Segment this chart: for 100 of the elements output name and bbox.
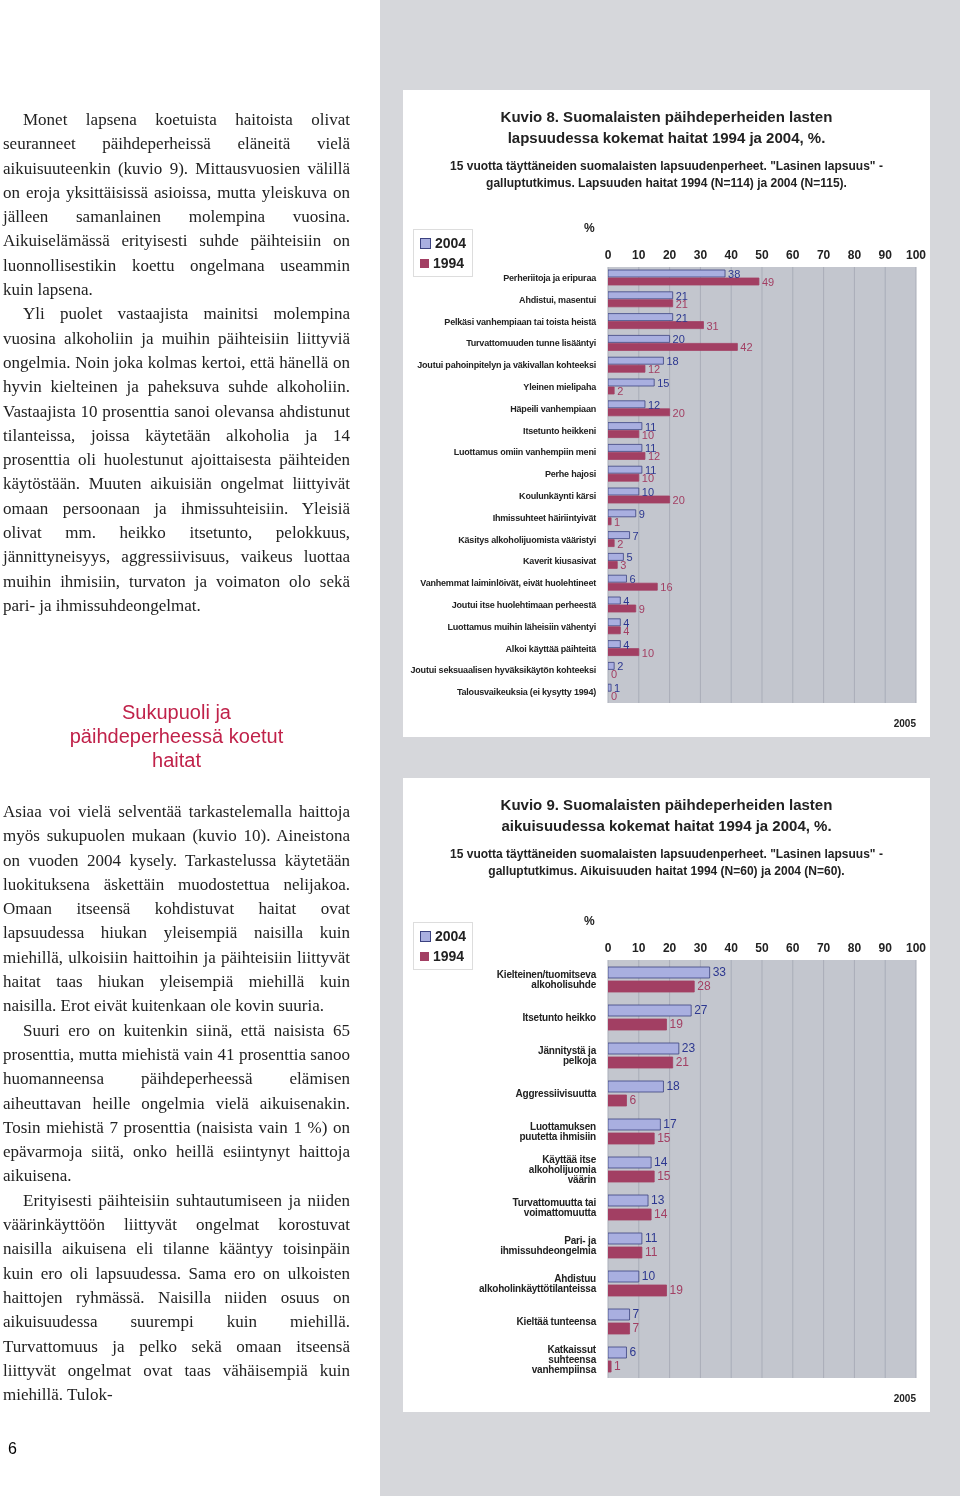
data-label: 17	[663, 1117, 678, 1131]
data-label: 19	[669, 1283, 684, 1297]
data-label: 7	[632, 1307, 640, 1321]
data-label: 2	[617, 537, 624, 550]
bar	[608, 1308, 630, 1321]
bar	[608, 291, 674, 300]
data-label: 13	[651, 1193, 665, 1207]
data-label: 28	[697, 979, 711, 993]
bar	[608, 531, 630, 539]
bar	[608, 648, 640, 656]
text: 2005	[893, 1393, 916, 1404]
text: Monet lapsena koetuista haitoista olivat seuranneet päihdeperheissä eläneitä vielä aikuisuuteenkin (kuvio 9). Mittausvuosien välillä on eroja yksittäisissä asioissa, mutta yleiskuva on jälleen samanlainen molempina vuosina. Aikuiselämässä erityisesti suhde päihteisiin on luonnollisestikin koettu ongelmana useammin kuin lapsena.	[3, 109, 350, 302]
bar	[608, 335, 670, 343]
x-tick-label: 30	[693, 941, 708, 955]
bar	[608, 452, 646, 460]
x-tick-label: 70	[816, 248, 831, 262]
x-tick-label: 100	[905, 248, 927, 262]
bar	[608, 596, 621, 605]
bar	[608, 574, 627, 583]
bar	[608, 473, 640, 482]
bar	[608, 422, 643, 430]
x-tick-label: 20	[662, 941, 677, 955]
x-tick-label: 20	[662, 248, 677, 262]
y-tick-label: Joutui pahoinpitelyn ja väkivallan kohteeksi	[417, 360, 596, 371]
legend-label: 1994	[433, 947, 465, 966]
x-tick-label: 30	[693, 248, 708, 262]
y-tick-label: Aggressiivisuutta	[515, 1087, 597, 1099]
x-tick-label: 90	[878, 941, 893, 955]
bar	[608, 356, 664, 365]
bar	[608, 1056, 674, 1069]
y-tick-label: Turvattomuutta tai voimattomuutta	[512, 1196, 597, 1218]
bar	[608, 980, 695, 993]
y-tick-label: Joutui itse huolehtimaan perheestä	[451, 599, 598, 610]
data-label: 4	[623, 594, 630, 607]
data-label: 12	[647, 363, 661, 376]
data-label: 42	[740, 341, 753, 354]
bar	[608, 1132, 655, 1145]
data-label: 18	[666, 355, 679, 368]
x-tick-label: 40	[724, 248, 739, 262]
data-label: 27	[694, 1003, 708, 1017]
chart-title: Kuvio 8. Suomalaisten päihdeperheiden lasten lapsuudessa kokemat haitat 1994 ja 2004, %.	[499, 107, 834, 148]
y-tick-label: Koulunkäynti kärsi	[519, 490, 596, 501]
bar	[608, 1156, 652, 1169]
bar	[608, 386, 615, 395]
y-tick-label: Itsetunto heikkeni	[523, 425, 596, 436]
data-label: 1	[614, 515, 621, 528]
bar	[608, 299, 674, 308]
bar	[608, 1170, 655, 1183]
y-tick-label: Häpeili vanhempiaan	[510, 403, 596, 414]
data-label: 4	[623, 638, 630, 651]
x-axis-title: %	[584, 221, 595, 235]
y-tick-label: Jännitystä ja pelkoja	[538, 1044, 597, 1066]
x-tick-label: 40	[724, 941, 739, 955]
data-label: 10	[641, 646, 655, 659]
data-label: 10	[641, 1269, 656, 1283]
data-label: 11	[644, 1245, 658, 1259]
text: Yli puolet vastaajista mainitsi molempina vuosina alkoholiin ja muihin päihteisiin liittyviä ongelmia. Noin joka kolmas kertoi, että hänellä on hyvin kielteinen ja paheksuva suhde alkoholiin. Vastaajista 10 prosenttia sanoi olevansa ahdistunut tilanteissa, joissa käytetään alkoholia ja 14 prosenttia oli huolestunut ajoittaisesta päihteiden käytöstään. Muuten aikuisiän ongelmat liittyivät omaan persoonaan ja ihmissuhteisiin. Yleisiä olivat mm. heikko itsetunto, pelokkuus, jännittyneisyys, aggressiivisuus, vaikeus luottaa muihin ihmisiin, turvaton ja voimaton olo sekä pari- ja ihmissuhdeongelmat.	[3, 304, 350, 615]
y-tick-label: Käsitys alkoholijuomista vääristyi	[458, 534, 596, 545]
bar	[608, 582, 658, 591]
y-tick-label: Ahdistui, masentui	[519, 294, 596, 305]
data-label: 14	[654, 1207, 668, 1221]
y-tick-label: Alkoi käyttää päihteitä	[505, 643, 598, 654]
chart-subtitle: 15 vuotta täyttäneiden suomalaisten lapsuudenperheet. "Lasinen lapsuus" -galluptutkimus. Aikuisuuden haitat 1994 (N=60) ja 2004 (N=60).	[449, 846, 884, 880]
data-label: 6	[629, 1345, 637, 1359]
y-tick-label: Luottamus muihin läheisiin vähentyi	[447, 621, 596, 632]
y-tick-label: Kielteinen/tuomitseva alkoholisuhde	[496, 968, 597, 990]
text: Asiaa voi vielä selventää tarkastelemalla haittoja myös sukupuolen mukaan (kuvio 10). Aineistona on vuoden 2004 kysely. Tarkastelussa käytetään luokituksena äskettäin muodostettua nelijakoa. Omaan itseensä kohdistuvat haitat ovat lapsuudessa hiukan yleisempiä naisilla kuin miehillä, ulkoisiin haittoihin ja päihteisiin liittyvät haitat taas hiukan yleisempiä miehillä kuin naisilla. Erot eivät kuitenkaan ole kovin suuria.	[3, 802, 350, 1016]
data-label: 15	[657, 376, 670, 389]
x-tick-label: 0	[604, 248, 612, 262]
bar	[608, 378, 655, 387]
x-axis-title: %	[584, 914, 595, 928]
text: 2005	[893, 718, 916, 729]
bar	[608, 517, 612, 526]
data-label: 21	[675, 1055, 690, 1069]
text: Sukupuoli ja päihdeperheessä koetut haitat	[68, 700, 285, 772]
bar	[608, 1018, 667, 1031]
data-label: 19	[669, 1017, 684, 1031]
data-label: 6	[629, 1093, 637, 1107]
chart-subtitle: 15 vuotta täyttäneiden suomalaisten lapsuudenperheet. "Lasinen lapsuus" -galluptutkimus. Lapsuuden haitat 1994 (N=114) ja 2004 (N=115).	[449, 158, 884, 192]
bar	[608, 1118, 661, 1131]
bar	[608, 343, 738, 351]
bar	[608, 1360, 612, 1373]
bar	[608, 553, 624, 561]
bar	[608, 321, 704, 329]
data-label: 9	[638, 507, 645, 520]
text: Erityisesti päihteisiin suhtautumiseen ja niiden väärinkäyttöön liittyvät ongelmat korostuvat naisilla aikuisena eli tilanne kääntyy toisinpäin kuin ero oli lapsuudessa. Sama ero on ulkoisten haittojen ryhmässä. Naisilla niiden osuus on aikuisuudessa suurempi kuin miehillä. Turvattomuus ja pelko sekä omaan itseensä liittyvät ongelmat ovat taas vähäisempiä kuin miehillä. Tulok-	[3, 1190, 350, 1405]
bar	[608, 509, 637, 518]
y-tick-label: Perheriitoja ja eripuraa	[503, 272, 598, 283]
y-tick-label: Pari- ja ihmissuhdeongelmia	[500, 1234, 597, 1256]
data-label: 9	[638, 602, 645, 615]
y-tick-label: Vanhemmat laiminlöivät, eivät huolehtineet	[420, 578, 597, 589]
x-tick-label: 10	[632, 248, 646, 262]
bar	[608, 604, 637, 613]
data-label: 31	[706, 319, 719, 332]
y-tick-label: Pelkäsi vanhempiaan tai toista heistä	[444, 316, 598, 327]
bar	[608, 662, 615, 670]
data-label: 3	[620, 559, 627, 572]
bar	[608, 495, 670, 504]
x-tick-label: 70	[816, 941, 831, 955]
text: Suuri ero on kuitenkin siinä, että naisista 65 prosenttia, mutta miehistä vain 41 prosenttia sanoo huomanneensa päihdeperheessä elämisen aiheuttavan heille ongelmia vielä aikuisenakin. Tosin miehistä 7 prosenttia (naisista vain 1 %) on epävarmoja siitä, onko heillä esiintynyt haittoja aikuisena.	[3, 1019, 350, 1188]
